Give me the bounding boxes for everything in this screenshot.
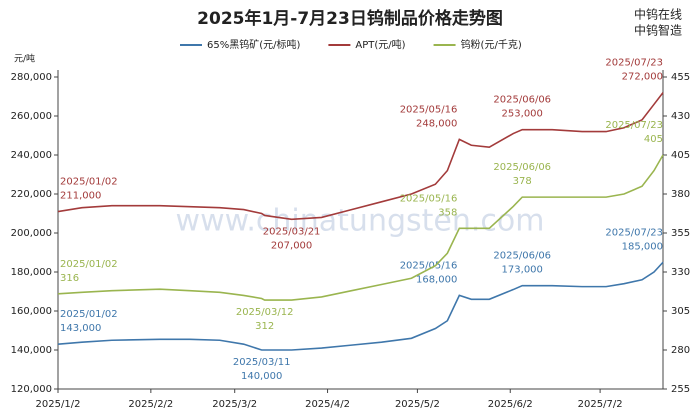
value-label: 143,000	[60, 323, 101, 334]
y2-tick-label: 280	[671, 345, 690, 356]
y2-tick-label: 255	[671, 384, 690, 395]
y-unit: 元/吨	[14, 53, 35, 65]
legend-label: 65%黑钨矿(元/标吨)	[207, 38, 300, 51]
value-label: 405	[644, 134, 663, 145]
x-tick-label: 2025/7/2	[578, 399, 623, 410]
value-label: 168,000	[416, 274, 457, 285]
value-label: 185,000	[622, 241, 663, 252]
legend-label: 钨粉(元/千克)	[461, 38, 522, 51]
point-date-label: 2025/03/12	[236, 307, 294, 318]
y2-tick-label: 330	[671, 267, 690, 278]
y2-tick-label: 305	[671, 306, 690, 317]
y2-tick-label: 430	[671, 111, 690, 122]
point-date-label: 2025/07/23	[605, 58, 663, 69]
value-label: 358	[438, 207, 457, 218]
value-label: 248,000	[416, 118, 457, 129]
value-label: 211,000	[60, 191, 101, 202]
y-tick-label: 180,000	[11, 267, 52, 278]
value-label: 253,000	[502, 109, 543, 120]
x-tick-label: 2025/6/2	[488, 399, 533, 410]
point-date-label: 2025/05/16	[400, 193, 458, 204]
value-label: 316	[60, 273, 79, 284]
x-tick-label: 2025/2/2	[128, 399, 173, 410]
y-tick-label: 140,000	[11, 345, 52, 356]
value-label: 378	[513, 176, 532, 187]
point-date-label: 2025/01/02	[60, 177, 118, 188]
chart-title: 2025年1月-7月23日钨制品价格走势图	[197, 8, 503, 29]
point-date-label: 2025/07/23	[605, 120, 663, 131]
point-date-label: 2025/03/11	[233, 357, 291, 368]
point-date-label: 2025/06/06	[493, 251, 551, 262]
point-date-label: 2025/05/16	[400, 260, 458, 271]
x-tick-label: 2025/1/2	[36, 399, 81, 410]
y-tick-label: 280,000	[11, 72, 52, 83]
y2-tick-label: 355	[671, 228, 690, 239]
series-line	[57, 154, 664, 301]
point-date-label: 2025/05/16	[400, 104, 458, 115]
value-label: 173,000	[502, 265, 543, 276]
x-tick-label: 2025/5/2	[395, 399, 440, 410]
value-label: 272,000	[622, 72, 663, 83]
x-tick-label: 2025/4/2	[305, 399, 350, 410]
point-date-label: 2025/01/02	[60, 309, 118, 320]
legend-label: APT(元/吨)	[355, 38, 405, 51]
point-date-label: 2025/01/02	[60, 259, 118, 270]
y-tick-label: 160,000	[11, 306, 52, 317]
value-label: 312	[255, 321, 274, 332]
y-tick-label: 120,000	[11, 384, 52, 395]
y2-tick-label: 405	[671, 150, 690, 161]
y2-tick-label: 455	[671, 72, 690, 83]
point-date-label: 2025/06/06	[493, 95, 551, 106]
x-tick-label: 2025/3/2	[212, 399, 257, 410]
y-tick-label: 240,000	[11, 150, 52, 161]
series-line	[57, 92, 664, 221]
value-label: 140,000	[241, 371, 282, 382]
point-date-label: 2025/07/23	[605, 227, 663, 238]
y-tick-label: 220,000	[11, 189, 52, 200]
point-date-label: 2025/06/06	[493, 162, 551, 173]
series-line	[57, 261, 664, 351]
brand: 中钨在线	[634, 7, 682, 22]
y2-tick-label: 380	[671, 189, 690, 200]
value-label: 207,000	[271, 240, 312, 251]
brand: 中钨智造	[634, 23, 682, 38]
y-tick-label: 260,000	[11, 111, 52, 122]
point-date-label: 2025/03/21	[263, 226, 321, 237]
y-tick-label: 200,000	[11, 228, 52, 239]
